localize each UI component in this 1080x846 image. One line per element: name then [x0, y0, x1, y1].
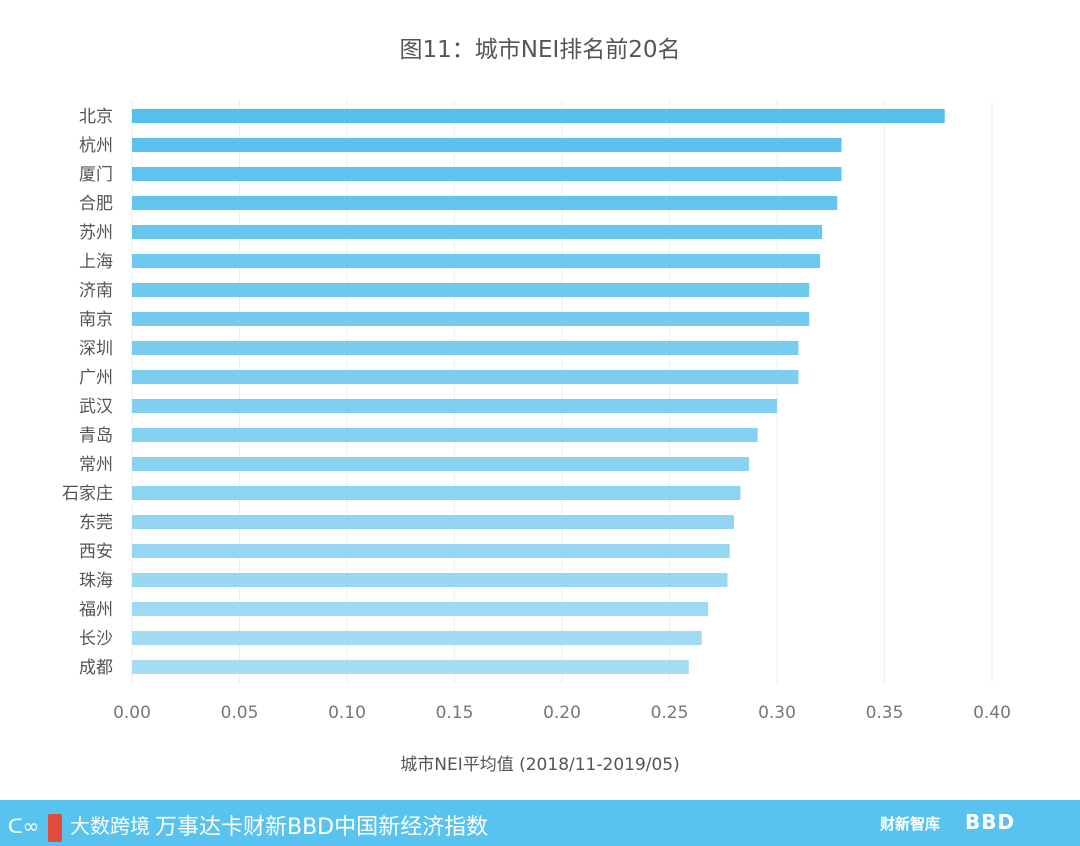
bar — [132, 428, 758, 442]
x-tick-label: 0.35 — [866, 703, 904, 723]
bbd-logo: BBD — [965, 810, 1016, 834]
bar — [132, 515, 734, 529]
category-label: 珠海 — [79, 571, 113, 591]
x-tick-label: 0.00 — [113, 703, 151, 723]
chart-title: 图11：城市NEI排名前20名 — [399, 37, 681, 63]
x-tick-label: 0.30 — [758, 703, 796, 723]
x-tick-label: 0.20 — [543, 703, 581, 723]
bar — [132, 341, 799, 355]
category-label: 北京 — [79, 107, 113, 127]
bar — [132, 486, 741, 500]
category-label: 上海 — [79, 252, 113, 272]
category-label: 杭州 — [79, 136, 113, 156]
x-tick-label: 0.40 — [973, 703, 1011, 723]
bar — [132, 312, 810, 326]
bar — [132, 225, 823, 239]
bar — [132, 573, 728, 587]
bar — [132, 167, 842, 181]
footer-logo-text: 大数跨境 — [69, 814, 150, 838]
category-label: 深圳 — [79, 339, 113, 359]
category-label: 南京 — [79, 310, 113, 330]
x-tick-label: 0.15 — [436, 703, 474, 723]
category-label: 福州 — [79, 600, 113, 620]
bar — [132, 660, 689, 674]
bar — [132, 602, 709, 616]
category-label: 厦门 — [79, 165, 113, 185]
bar — [132, 399, 777, 413]
bar — [132, 109, 945, 123]
category-label: 武汉 — [79, 397, 113, 417]
x-tick-label: 0.05 — [221, 703, 259, 723]
bar — [132, 254, 820, 268]
bar — [132, 283, 810, 297]
bar — [132, 544, 730, 558]
category-label: 石家庄 — [62, 484, 113, 504]
wechat-logo-icon: ᑕ∞ — [8, 814, 40, 838]
category-label: 西安 — [79, 542, 113, 562]
category-label: 苏州 — [79, 223, 113, 243]
category-label: 济南 — [79, 281, 113, 301]
category-label: 东莞 — [79, 513, 113, 533]
category-label: 常州 — [79, 455, 113, 475]
category-label: 长沙 — [79, 629, 113, 649]
caixin-think-tank-logo: 财新智库 — [880, 815, 941, 833]
footer-title: 万事达卡财新BBD中国新经济指数 — [155, 815, 489, 840]
bar — [132, 631, 702, 645]
category-label: 青岛 — [79, 426, 113, 446]
x-axis-label: 城市NEI平均值 (2018/11-2019/05) — [400, 755, 680, 775]
bar — [132, 138, 842, 152]
bar — [132, 196, 838, 210]
footer-logo: ᑕ∞ 大数跨境 — [8, 810, 150, 842]
bar — [132, 370, 799, 384]
category-label: 成都 — [79, 658, 113, 678]
x-tick-label: 0.10 — [328, 703, 366, 723]
x-tick-label: 0.25 — [651, 703, 689, 723]
category-label: 广州 — [79, 368, 113, 388]
bar — [132, 457, 750, 471]
footer-banner: ᑕ∞ 大数跨境 万事达卡财新BBD中国新经济指数 财新智库 BBD — [0, 800, 1080, 846]
bar-chart: 0.00 0.05 0.10 0.15 0.20 0.25 0.30 0.35 0.40 北京杭州… — [62, 100, 1011, 723]
logo-badge-icon — [47, 813, 62, 842]
category-label: 合肥 — [79, 194, 113, 214]
